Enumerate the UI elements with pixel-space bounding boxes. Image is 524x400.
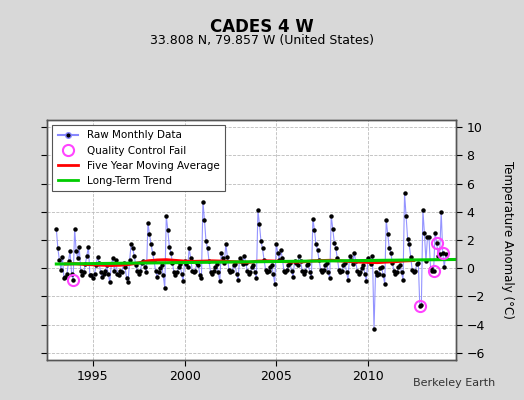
Text: Berkeley Earth: Berkeley Earth — [413, 378, 495, 388]
Text: 33.808 N, 79.857 W (United States): 33.808 N, 79.857 W (United States) — [150, 34, 374, 47]
Legend: Raw Monthly Data, Quality Control Fail, Five Year Moving Average, Long-Term Tren: Raw Monthly Data, Quality Control Fail, … — [52, 125, 225, 191]
Y-axis label: Temperature Anomaly (°C): Temperature Anomaly (°C) — [501, 161, 515, 319]
Text: CADES 4 W: CADES 4 W — [210, 18, 314, 36]
